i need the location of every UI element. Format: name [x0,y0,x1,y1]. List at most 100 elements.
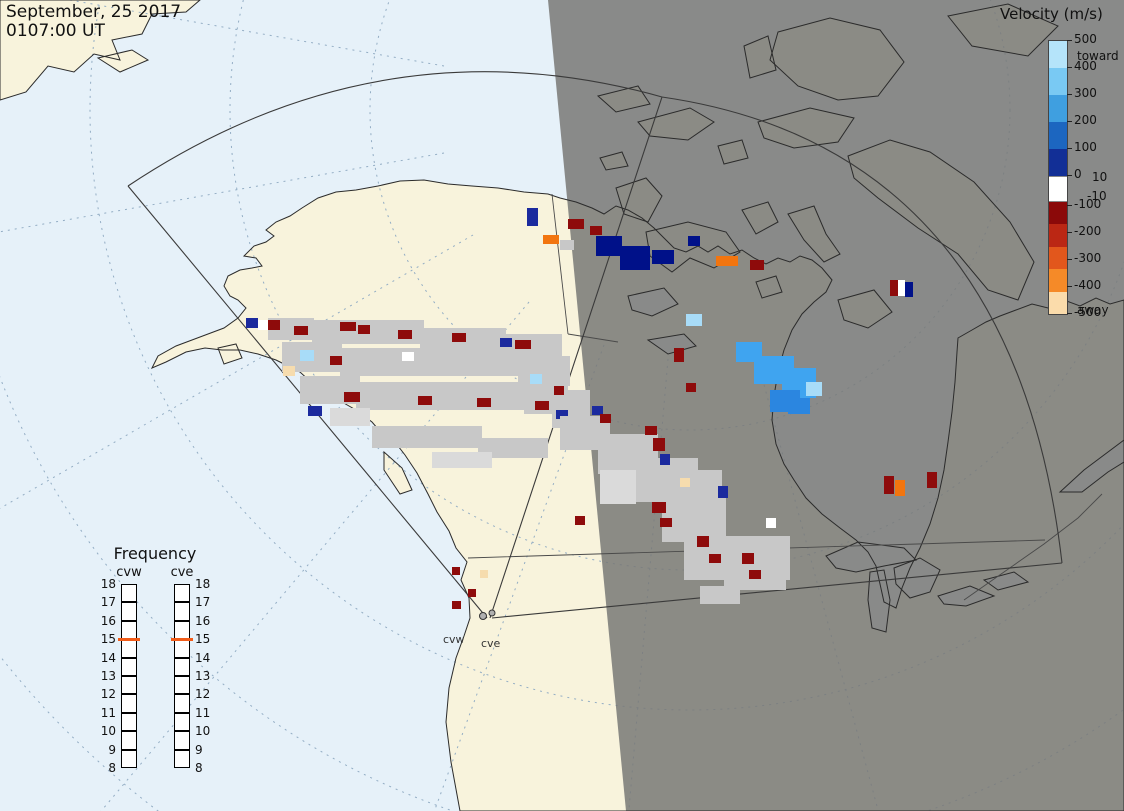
scatter-cell [788,398,810,414]
velocity-segment-toward [1049,68,1067,95]
velocity-segment-away [1049,291,1067,314]
scatter-cell [653,438,665,451]
scatter-cell [543,235,559,244]
velocity-tick-label: -100 [1074,197,1102,211]
frequency-tick-label: 17 [100,595,116,610]
velocity-tick-label: 0 [1074,167,1082,181]
frequency-bar-cell [121,584,137,603]
scatter-cell [432,452,492,468]
scatter-cell [515,340,531,349]
scatter-cell [268,320,280,330]
scatter-cell [452,601,461,609]
velocity-tick-label: 400 [1074,59,1097,73]
scatter-cell [398,330,412,339]
frequency-bar-cell [174,584,190,603]
velocity-tick-label: 100 [1074,140,1097,154]
scatter-cell [530,374,542,384]
frequency-tick-label: 16 [100,613,116,628]
scatter-cell [535,401,549,410]
scatter-cell [620,246,650,270]
scatter-cell [688,470,722,500]
velocity-segment-toward [1049,149,1067,176]
frequency-bar-cell [121,657,137,676]
velocity-tick-label: 500 [1074,32,1097,46]
scatter-cell [660,518,672,527]
scatter-cell [749,570,761,579]
velocity-tick [1067,175,1072,176]
scatter-cell [688,236,700,246]
scatter-cell [652,250,674,264]
scatter-cell [600,470,636,504]
scatter-cell [340,348,520,376]
frequency-legend-title: Frequency [113,544,197,563]
velocity-gap-segment [1049,176,1067,202]
scatter-cell [766,518,776,528]
frequency-tick-label: 12 [100,687,116,702]
scatter-cell [600,414,611,423]
scatter-cell [330,408,370,426]
scatter-cell [480,570,488,578]
scatter-cell [356,382,526,410]
frequency-bar-cell [174,676,190,695]
frequency-tick-label: 17 [195,595,211,610]
frequency-column-header-cvw: cvw [116,565,142,580]
frequency-tick-label: 8 [195,761,203,775]
velocity-tick [1067,121,1072,122]
scatter-cell [709,554,721,563]
velocity-gap-upper-label: 10 [1092,170,1108,184]
scatter-cell [652,502,666,513]
velocity-tick [1067,286,1072,287]
scatter-cell [592,406,603,415]
velocity-segment-away [1049,269,1067,292]
scatter-cell [402,352,414,361]
radar-site-label-cve: cve [481,637,501,650]
scatter-cell [680,478,690,487]
velocity-tick [1067,259,1072,260]
scatter-cell [895,480,905,496]
velocity-tick [1067,148,1072,149]
frequency-tick-label: 13 [195,669,211,683]
velocity-tick-label: 200 [1074,113,1097,127]
frequency-column-header-cve: cve [170,565,194,580]
scatter-cell [500,338,512,347]
velocity-segment-toward [1049,41,1067,68]
frequency-bar-cell [174,731,190,750]
velocity-tick [1067,40,1072,41]
frequency-tick-label: 18 [195,577,211,591]
frequency-bar-cell [121,749,137,768]
frequency-bar-cell [121,620,137,640]
frequency-bar-cell [174,749,190,768]
velocity-gap-lower-label: -10 [1087,189,1107,203]
velocity-segment-away [1049,246,1067,270]
scatter-cell [568,219,584,229]
velocity-tick-label: 300 [1074,86,1097,100]
scatter-cell [662,496,726,542]
scatter-cell [742,553,754,564]
frequency-tick-label: 9 [195,742,203,757]
velocity-colorbar [1048,40,1068,315]
scatter-cell [452,567,460,575]
velocity-tick-label: -400 [1074,278,1102,292]
away-label: away [1077,303,1109,317]
frequency-bar-cell [121,602,137,621]
time-label: 0107:00 UT [6,21,105,41]
scatter-cell [660,454,670,465]
scatter-cell [756,536,790,580]
frequency-tick-label: 10 [100,724,116,739]
scatter-cell [294,326,308,335]
radar-site-label-cvw: cvw [443,633,465,646]
frequency-bar-cell [174,639,190,658]
frequency-tick-label: 10 [195,724,211,739]
scatter-cell [372,426,482,448]
velocity-segment-away [1049,202,1067,225]
scatter-cell [556,410,568,419]
scatter-cell [560,240,574,250]
datetime-block: September, 25 2017 0107:00 UT [6,3,181,41]
scatter-cell [554,386,564,395]
velocity-tick-label: -500 [1074,305,1102,319]
frequency-tick-label: 18 [100,577,116,591]
scatter-cell [806,382,822,396]
scatter-cell [575,516,585,525]
frequency-tick-label: 11 [100,705,116,720]
